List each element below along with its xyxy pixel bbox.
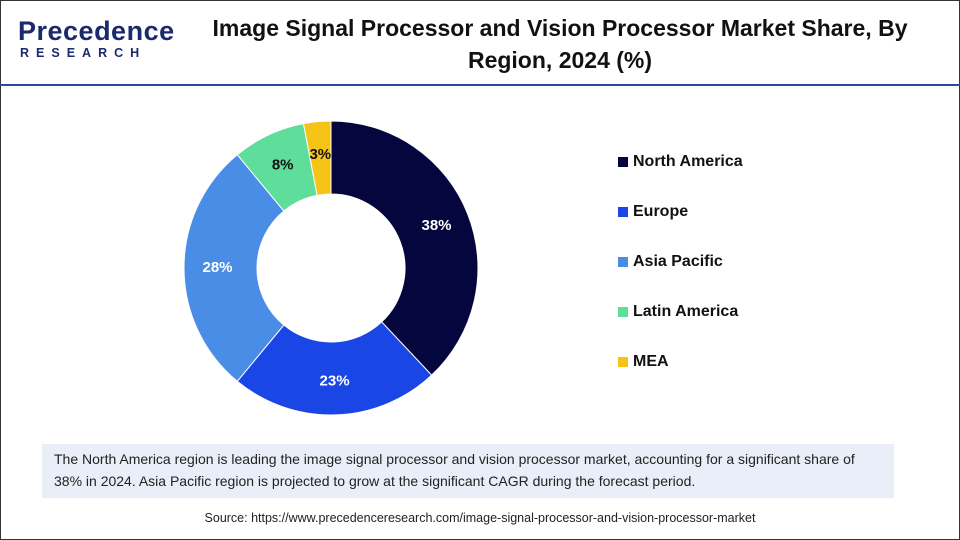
legend-swatch <box>618 307 628 317</box>
data-label: 28% <box>202 259 232 276</box>
slice <box>330 120 479 376</box>
legend-swatch <box>618 357 628 367</box>
legend-label: Latin America <box>633 303 738 320</box>
slice <box>302 120 332 196</box>
chart-title: Image Signal Processor and Vision Proces… <box>212 15 908 73</box>
description: The North America region is leading the … <box>42 444 894 498</box>
logo-name: Precedence <box>18 16 175 46</box>
data-label: 3% <box>309 146 331 163</box>
legend-label: Asia Pacific <box>633 253 723 270</box>
slice <box>183 154 285 382</box>
legend-swatch <box>618 207 628 217</box>
data-label: 8% <box>272 156 294 173</box>
source: Source: https://www.precedenceresearch.c… <box>204 511 756 525</box>
legend-swatch <box>618 157 628 167</box>
header-rule <box>0 84 960 86</box>
legend-label: North America <box>633 153 743 170</box>
slice <box>236 321 433 416</box>
legend-label: Europe <box>633 203 688 220</box>
logo-tagline: RESEARCH <box>20 46 147 60</box>
data-label: 38% <box>422 217 452 234</box>
data-label: 23% <box>320 372 350 389</box>
legend-label: MEA <box>633 353 669 370</box>
legend-swatch <box>618 257 628 267</box>
